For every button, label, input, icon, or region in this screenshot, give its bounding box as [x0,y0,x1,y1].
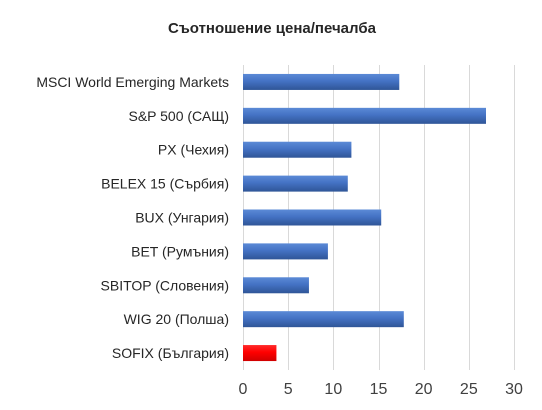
bar [243,209,382,226]
x-tick-label: 30 [505,381,523,398]
category-label: BELEX 15 (Сърбия) [101,176,229,192]
bar [243,107,486,124]
category-label: PX (Чехия) [158,142,229,158]
bar [243,311,404,328]
category-label: SBITOP (Словения) [101,277,229,293]
x-axis-tick-labels: 0 5 10 15 20 25 30 [239,381,523,398]
bar [243,243,328,260]
bar [243,73,400,90]
category-label: BET (Румъния) [131,243,229,259]
x-tick-label: 25 [460,381,478,398]
category-label: BUX (Унгария) [135,210,229,226]
category-labels: MSCI World Emerging Markets S&P 500 (САЩ)… [36,74,229,361]
x-tick-label: 5 [284,381,293,398]
x-tick-label: 10 [324,381,342,398]
category-label: SOFIX (България) [112,345,229,361]
x-tick-label: 15 [370,381,388,398]
category-label: MSCI World Emerging Markets [36,74,229,90]
bar [243,175,348,192]
bar [243,277,309,294]
bar [243,345,277,362]
chart-title: Съотношение цена/печалба [168,20,377,37]
category-label: WIG 20 (Полша) [124,311,229,327]
bars [243,73,486,362]
bar [243,141,352,158]
x-tick-label: 20 [415,381,433,398]
x-tick-label: 0 [239,381,248,398]
category-label: S&P 500 (САЩ) [129,108,230,124]
